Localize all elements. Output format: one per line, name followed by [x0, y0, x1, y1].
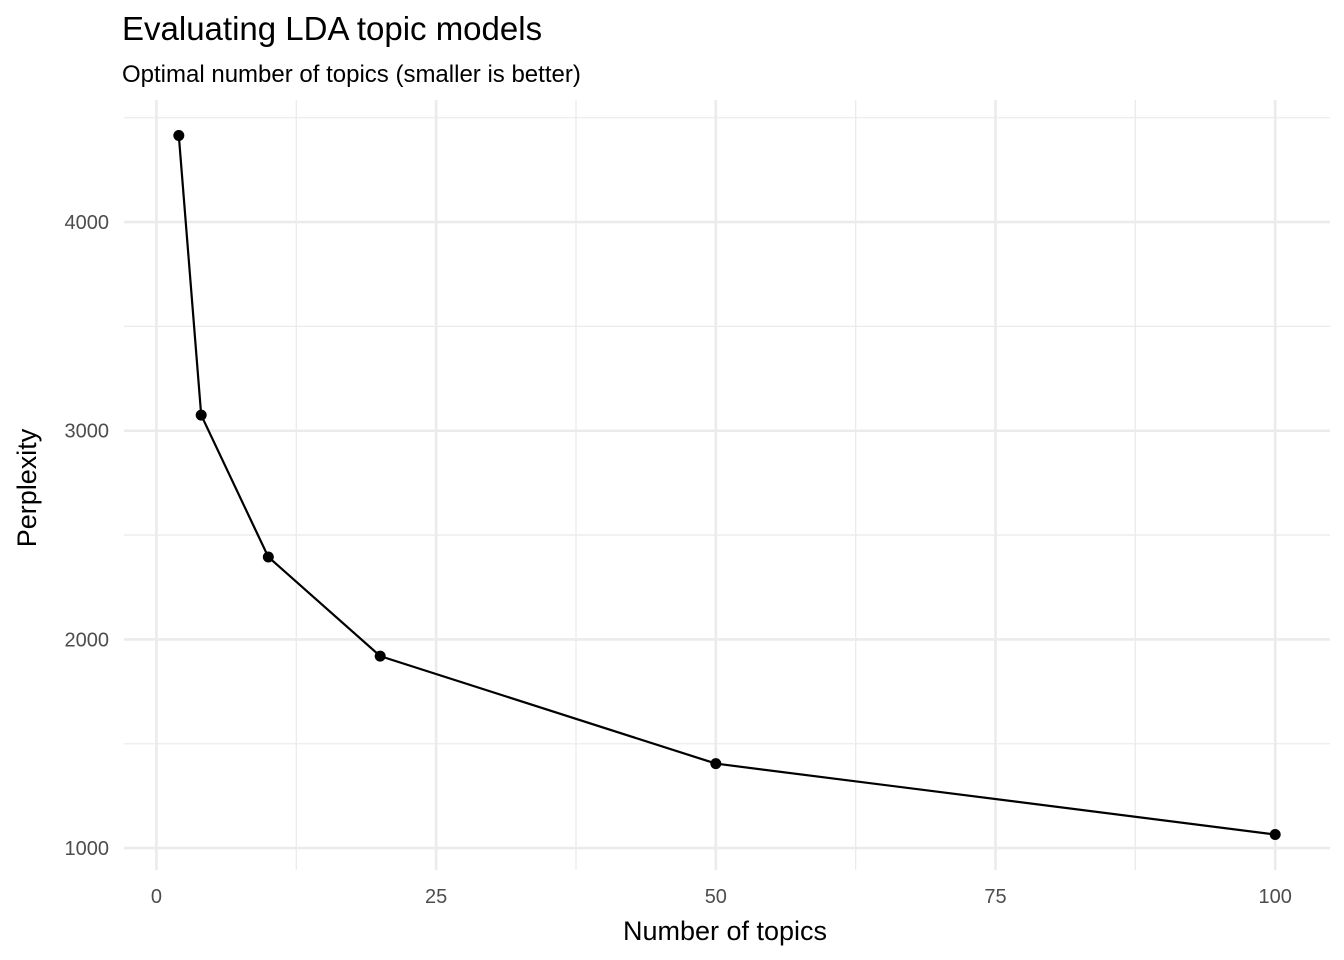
x-tick-label: 25 — [425, 886, 447, 908]
major-gridlines — [124, 100, 1330, 870]
y-axis-title: Perplexity — [12, 428, 42, 547]
x-axis-tick-labels: 0 25 50 75 100 — [151, 886, 1292, 908]
y-tick-label: 3000 — [65, 421, 110, 443]
minor-gridlines — [124, 100, 1330, 870]
data-point — [710, 758, 722, 770]
x-tick-label: 75 — [984, 886, 1006, 908]
x-tick-label: 0 — [151, 886, 162, 908]
y-tick-label: 4000 — [65, 212, 110, 234]
y-tick-label: 1000 — [65, 838, 110, 860]
chart-subtitle: Optimal number of topics (smaller is bet… — [122, 61, 581, 88]
data-point — [195, 409, 207, 421]
x-axis-title: Number of topics — [623, 916, 827, 946]
y-axis-tick-labels: 1000 2000 3000 4000 — [65, 212, 110, 860]
series-perplexity — [173, 129, 1281, 841]
series-line — [177, 135, 1276, 836]
data-point — [262, 551, 274, 563]
x-tick-label: 50 — [705, 886, 727, 908]
data-point — [173, 129, 185, 141]
y-tick-label: 2000 — [65, 629, 110, 651]
data-point — [374, 650, 386, 662]
data-point — [1269, 829, 1281, 841]
chart-title: Evaluating LDA topic models — [122, 10, 542, 47]
x-tick-label: 100 — [1258, 886, 1291, 908]
